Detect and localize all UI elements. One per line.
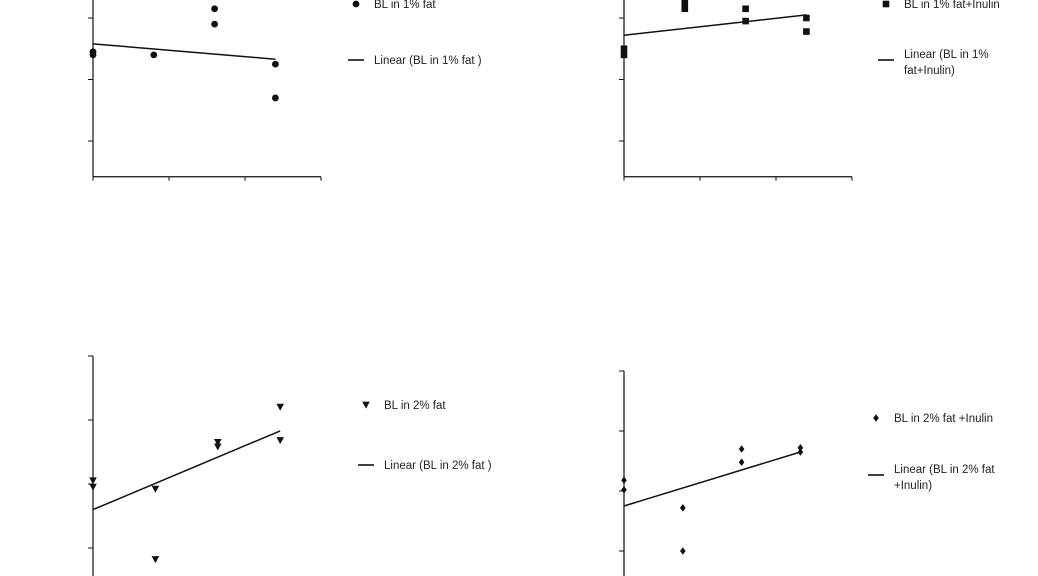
trend-line (623, 14, 807, 36)
data-point (742, 5, 749, 13)
legend-label: Linear (BL in 2% fat ) (384, 460, 492, 472)
legend-label: BL in 1% fat+Inulin (904, 0, 1000, 11)
data-point (738, 445, 745, 453)
data-point (681, 0, 689, 6)
data-point (89, 483, 97, 491)
legend-label-line: Linear (BL in 2% fat (894, 464, 995, 476)
chart-panel-bl-2pct-fat: BL in 2% fat Linear (BL in 2% fat ) (88, 355, 492, 576)
data-point (738, 458, 745, 466)
data-point (620, 51, 628, 59)
chart-panel-bl-1pct-fat: BL in 1% fat Linear (BL in 1% fat ) (88, 0, 482, 181)
data-point (214, 439, 222, 446)
legend-marker-swatch (873, 414, 879, 422)
chart-panel-bl-1pct-fat-inulin: BL in 1% fat+Inulin Linear (BL in 1% fat+I… (619, 0, 1000, 181)
data-point (680, 504, 686, 512)
data-point (151, 485, 160, 493)
data-point (621, 476, 627, 484)
data-point (620, 45, 628, 53)
data-point (151, 556, 160, 564)
data-point (803, 14, 810, 22)
data-point (681, 5, 689, 13)
data-point (89, 477, 97, 485)
legend-label-line: Linear (BL in 1% (904, 49, 989, 61)
legend-marker-swatch (362, 401, 370, 409)
data-point (89, 51, 97, 59)
data-point (150, 51, 158, 59)
legend-label-line: fat+Inulin) (904, 65, 955, 77)
legend-label: BL in 2% fat +Inulin (894, 413, 993, 425)
legend-label: BL in 2% fat (384, 400, 446, 412)
legend-label-line: +Inulin) (894, 480, 932, 492)
trend-line (92, 430, 281, 511)
legend-label: Linear (BL in 2% fat +Inulin) (894, 464, 995, 492)
data-point (211, 20, 219, 28)
data-point (797, 444, 804, 452)
data-point (214, 443, 222, 451)
data-point (272, 94, 279, 102)
legend-marker-swatch (882, 0, 890, 8)
legend-label: BL in 1% fat (374, 0, 436, 11)
legend-label: Linear (BL in 1% fat ) (374, 55, 482, 67)
data-point (680, 547, 686, 555)
data-point (276, 403, 284, 411)
legend-label: Linear (BL in 1% fat+Inulin) (904, 49, 989, 77)
legend-marker-swatch (352, 0, 360, 8)
data-point (211, 5, 219, 13)
trend-line (92, 43, 276, 60)
data-point (276, 437, 284, 445)
data-point (803, 28, 810, 35)
data-point (621, 486, 627, 494)
trend-line (623, 451, 801, 507)
data-point (272, 60, 279, 68)
chart-panel-bl-2pct-fat-inulin: BL in 2% fat +Inulin Linear (BL in 2% fat… (619, 370, 995, 576)
